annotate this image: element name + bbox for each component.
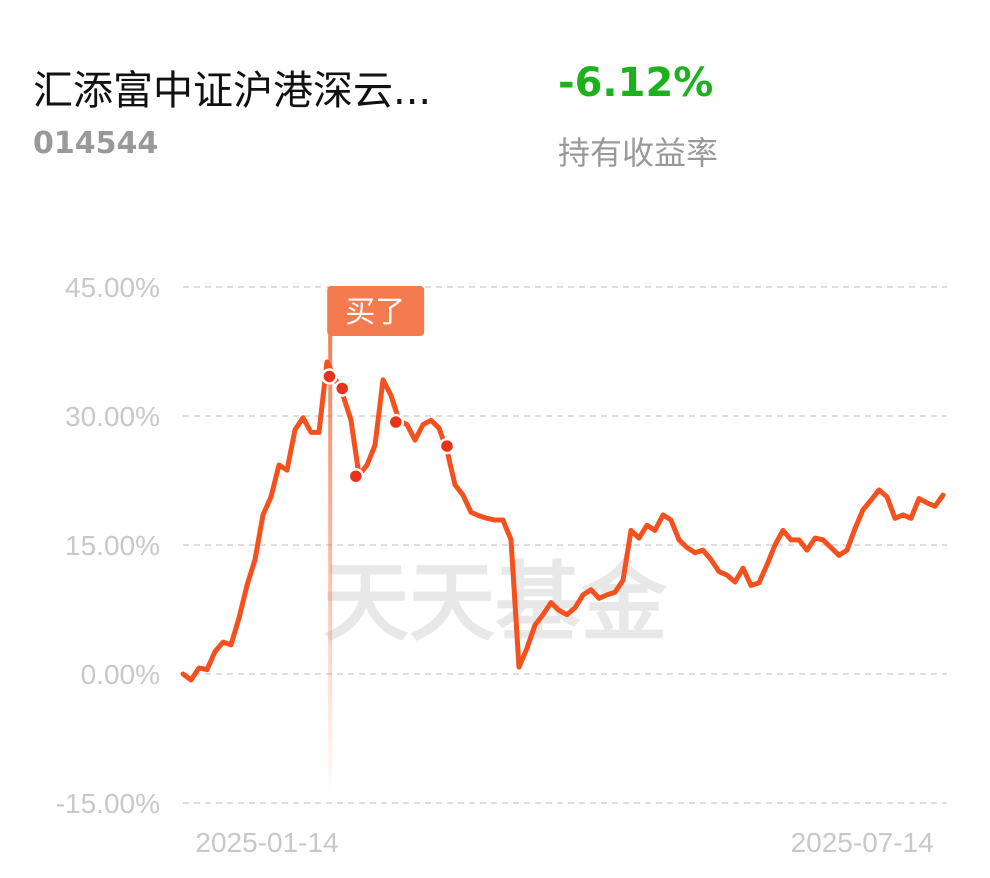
x-tick-label: 2025-01-14 xyxy=(195,827,338,858)
trade-point xyxy=(438,437,456,455)
return-value: -6.12% xyxy=(558,60,714,106)
x-tick-label: 2025-07-14 xyxy=(791,827,934,858)
trade-point xyxy=(333,380,351,397)
y-tick-label: 45.00% xyxy=(65,272,160,303)
y-tick-label: 15.00% xyxy=(65,530,160,561)
trade-point xyxy=(387,413,405,431)
fund-code: 014544 xyxy=(33,126,159,161)
annotation-line xyxy=(328,320,333,798)
y-tick-label: 0.00% xyxy=(81,659,160,690)
trade-point xyxy=(321,368,338,385)
trade-point xyxy=(347,467,365,485)
y-tick-label: 30.00% xyxy=(65,401,160,432)
watermark: 天天基金 xyxy=(323,555,668,651)
annotation-flag xyxy=(327,286,425,336)
fund-name: 汇添富中证沪港深云... xyxy=(33,68,432,114)
line xyxy=(180,359,946,683)
y-tick-label: -15.00% xyxy=(56,788,160,819)
annotation-text: 买了 xyxy=(345,296,405,329)
return-label: 持有收益率 xyxy=(558,134,719,172)
